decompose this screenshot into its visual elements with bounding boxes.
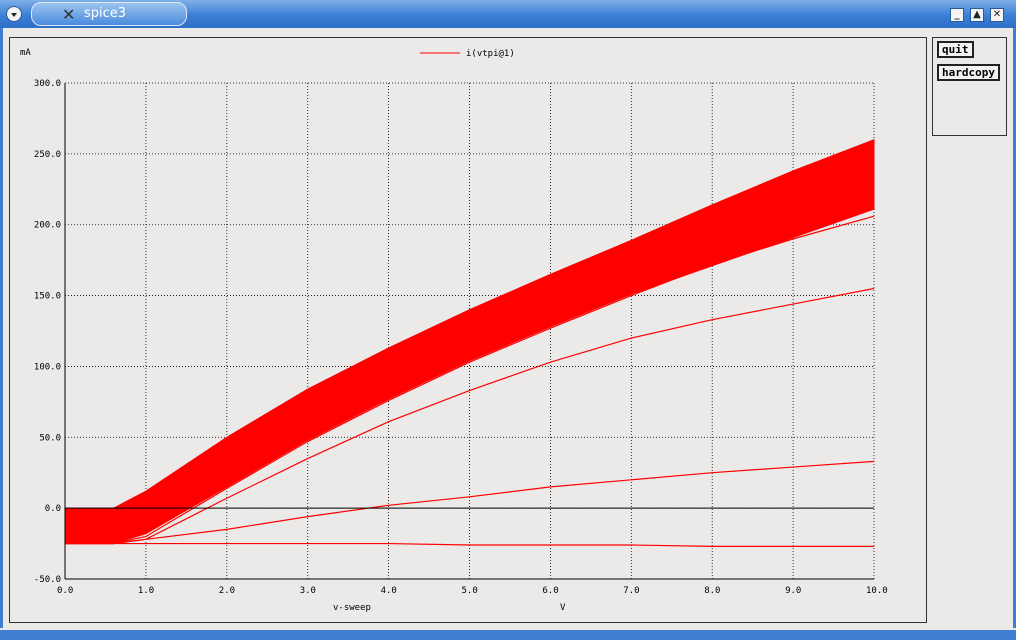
y-tick-label: 250.0 <box>34 150 61 160</box>
x-tick-label: 5.0 <box>462 586 478 596</box>
x-tick-label: 8.0 <box>704 586 720 596</box>
left-window-border <box>0 28 3 628</box>
y-axis-unit-label: mA <box>20 48 31 58</box>
x11-logo-icon: ✕ <box>62 5 76 24</box>
right-window-border <box>1013 28 1016 628</box>
plot-svg: 0.0 1.0 2.0 3.0 4.0 5.0 6.0 7.0 8.0 9.0 10.0 300.0 2… <box>20 48 888 613</box>
x-tick-label: 2.0 <box>219 586 235 596</box>
x-tick-label: 6.0 <box>542 586 558 596</box>
current-band <box>64 138 875 545</box>
plot-area: 0.0 1.0 2.0 3.0 4.0 5.0 6.0 7.0 8.0 9.0 10.0 300.0 2… <box>9 37 927 623</box>
quit-button[interactable]: quit <box>937 41 974 58</box>
window-title: spice3 <box>84 6 127 21</box>
bottom-window-border <box>0 630 1016 640</box>
x-tick-label: 7.0 <box>623 586 639 596</box>
y-tick-label: 150.0 <box>34 292 61 302</box>
traces <box>64 138 875 548</box>
window-title-tab[interactable]: ✕ spice3 <box>31 2 187 26</box>
y-tick-label: 200.0 <box>34 221 61 231</box>
y-tick-label: 50.0 <box>39 433 61 443</box>
y-tick-label: -50.0 <box>34 575 61 585</box>
maximize-icon[interactable]: ▲ <box>970 8 984 22</box>
axes: 0.0 1.0 2.0 3.0 4.0 5.0 6.0 7.0 8.0 9.0 10.0 300.0 2… <box>34 79 888 596</box>
title-bar[interactable]: ✕ spice3 _ ▲ ✕ <box>0 0 1016 28</box>
close-icon[interactable]: ✕ <box>990 8 1004 22</box>
x-tick-label: 3.0 <box>300 586 316 596</box>
x-tick-label: 10.0 <box>866 586 888 596</box>
x-axis-unit-label: V <box>560 603 566 613</box>
minimize-icon[interactable]: _ <box>950 8 964 22</box>
button-panel: quit hardcopy <box>932 37 1007 136</box>
legend-label: i(vtpi@1) <box>466 49 515 59</box>
window-menu-icon[interactable] <box>6 6 22 22</box>
y-tick-label: 300.0 <box>34 79 61 89</box>
x-tick-label: 1.0 <box>138 586 154 596</box>
x-tick-label: 9.0 <box>785 586 801 596</box>
x-axis-label: v-sweep <box>333 603 371 613</box>
current-trace-3 <box>65 460 875 545</box>
current-trace-1 <box>65 215 875 545</box>
y-tick-label: 100.0 <box>34 362 61 372</box>
x-tick-label: 4.0 <box>381 586 397 596</box>
hardcopy-button[interactable]: hardcopy <box>937 64 1000 81</box>
current-trace-4 <box>65 542 874 548</box>
y-tick-label: 0.0 <box>45 504 61 514</box>
x-tick-label: 0.0 <box>57 586 73 596</box>
